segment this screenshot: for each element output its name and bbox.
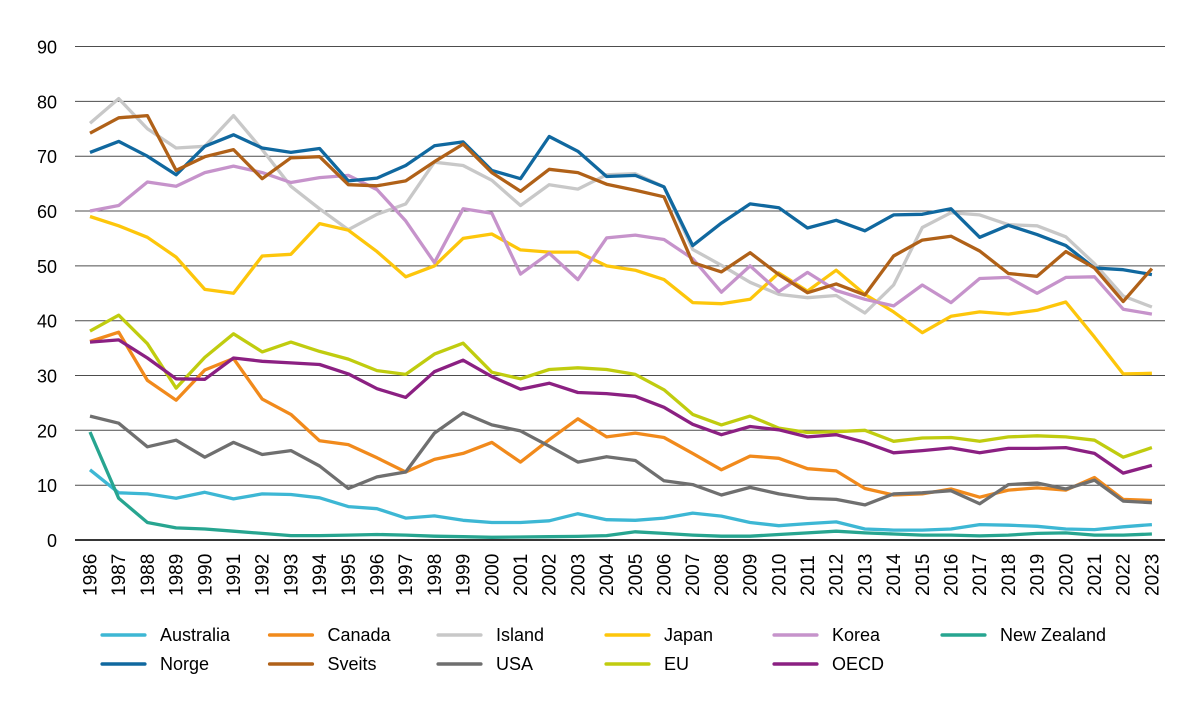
svg-text:2015: 2015 [913, 554, 934, 596]
svg-text:Korea: Korea [832, 625, 881, 645]
svg-text:2002: 2002 [540, 554, 561, 596]
svg-text:1990: 1990 [195, 554, 216, 596]
svg-text:2009: 2009 [741, 554, 762, 596]
svg-text:2021: 2021 [1085, 554, 1106, 596]
svg-text:20: 20 [37, 421, 57, 441]
svg-text:Norge: Norge [160, 654, 209, 674]
svg-text:OECD: OECD [832, 654, 884, 674]
svg-text:1998: 1998 [425, 554, 446, 596]
svg-text:2020: 2020 [1056, 554, 1077, 596]
svg-text:50: 50 [37, 257, 57, 277]
svg-text:0: 0 [47, 531, 57, 551]
svg-text:2004: 2004 [597, 553, 618, 596]
svg-text:90: 90 [37, 38, 57, 58]
svg-text:Australia: Australia [160, 625, 231, 645]
svg-text:2014: 2014 [884, 553, 905, 596]
svg-text:2005: 2005 [626, 554, 647, 596]
svg-text:2023: 2023 [1142, 554, 1163, 596]
svg-text:10: 10 [37, 476, 57, 496]
svg-text:1996: 1996 [368, 554, 389, 596]
svg-text:30: 30 [37, 367, 57, 387]
svg-text:1999: 1999 [454, 554, 475, 596]
svg-text:2008: 2008 [712, 554, 733, 596]
svg-text:Canada: Canada [328, 625, 392, 645]
svg-text:Sveits: Sveits [328, 654, 377, 674]
svg-text:New Zealand: New Zealand [1000, 625, 1106, 645]
svg-text:2016: 2016 [942, 554, 963, 596]
svg-text:2003: 2003 [568, 554, 589, 596]
svg-text:1991: 1991 [224, 554, 245, 596]
svg-text:2022: 2022 [1114, 554, 1135, 596]
svg-text:2006: 2006 [655, 554, 676, 596]
svg-text:Japan: Japan [664, 625, 713, 645]
svg-text:70: 70 [37, 147, 57, 167]
svg-text:2001: 2001 [511, 554, 532, 596]
svg-text:60: 60 [37, 202, 57, 222]
svg-text:Island: Island [496, 625, 544, 645]
svg-text:2007: 2007 [683, 554, 704, 596]
svg-text:2019: 2019 [1028, 554, 1049, 596]
svg-text:1995: 1995 [339, 554, 360, 596]
svg-text:2011: 2011 [798, 555, 819, 596]
svg-text:2017: 2017 [970, 554, 991, 596]
svg-text:EU: EU [664, 654, 689, 674]
svg-text:1986: 1986 [81, 554, 102, 596]
svg-text:1987: 1987 [109, 554, 130, 596]
svg-text:1994: 1994 [310, 553, 331, 596]
svg-text:40: 40 [37, 312, 57, 332]
svg-text:USA: USA [496, 654, 533, 674]
svg-text:80: 80 [37, 92, 57, 112]
svg-text:1992: 1992 [253, 554, 274, 596]
svg-text:2013: 2013 [855, 554, 876, 596]
svg-text:1993: 1993 [281, 554, 302, 596]
svg-text:2018: 2018 [999, 554, 1020, 596]
svg-text:1988: 1988 [138, 554, 159, 596]
svg-text:1997: 1997 [396, 554, 417, 596]
svg-text:2010: 2010 [769, 554, 790, 596]
svg-text:1989: 1989 [167, 554, 188, 596]
svg-text:2000: 2000 [482, 554, 503, 596]
svg-text:2012: 2012 [827, 554, 848, 596]
